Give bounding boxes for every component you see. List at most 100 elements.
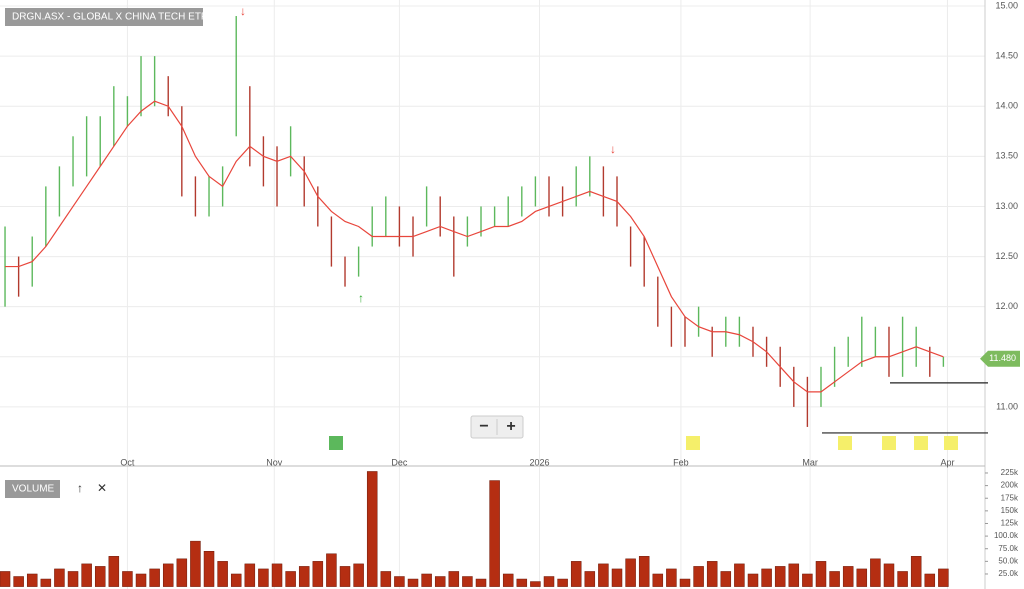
- volume-bar: [910, 556, 922, 587]
- volume-tick-label: 125k: [1001, 519, 1019, 528]
- volume-bar: [285, 571, 296, 587]
- volume-bar: [802, 573, 813, 587]
- volume-bar: [190, 540, 201, 587]
- zoom-in-button[interactable]: +: [506, 418, 515, 435]
- sell-arrow: ↓: [240, 4, 246, 18]
- volume-bar: [421, 573, 432, 587]
- volume-bar: [652, 573, 664, 587]
- volume-bar: [883, 563, 895, 587]
- volume-bar: [67, 571, 79, 587]
- note-marker[interactable]: [914, 436, 928, 450]
- volume-bar: [679, 578, 691, 587]
- volume-title: VOLUME: [12, 484, 55, 495]
- volume-bar: [625, 558, 636, 587]
- volume-bar: [924, 573, 936, 587]
- volume-bar: [203, 551, 215, 587]
- volume-bar: [693, 566, 704, 587]
- volume-badge: [5, 480, 60, 498]
- volume-bar: [312, 561, 324, 587]
- volume-tick-label: 50.0k: [998, 556, 1019, 565]
- volume-bar: [475, 578, 487, 587]
- volume-bar: [353, 563, 364, 587]
- volume-bar: [380, 571, 392, 587]
- x-tick-label: 2026: [529, 457, 549, 467]
- volume-bar: [448, 571, 460, 587]
- last-price-label: 11.480: [989, 353, 1016, 363]
- volume-bar: [516, 578, 528, 587]
- last-price-badge: [980, 350, 1020, 367]
- volume-bar: [26, 573, 38, 587]
- buy-arrow: ↑: [358, 291, 364, 305]
- volume-bar: [40, 578, 52, 587]
- volume-bar: [666, 568, 677, 587]
- volume-tick-label: 150k: [1001, 506, 1019, 515]
- x-tick-label: Apr: [940, 457, 954, 467]
- volume-bar: [162, 563, 174, 587]
- x-tick-label: Oct: [120, 457, 135, 467]
- sell-arrow: ↓: [610, 142, 616, 156]
- volume-bar: [570, 561, 582, 587]
- x-tick-label: Mar: [802, 457, 818, 467]
- x-tick-label: Dec: [391, 457, 408, 467]
- volume-bar: [298, 566, 310, 587]
- volume-bar: [217, 561, 228, 587]
- note-marker[interactable]: [686, 436, 700, 450]
- volume-bar: [638, 556, 650, 587]
- volume-bar: [788, 563, 800, 587]
- x-tick-label: Nov: [266, 457, 283, 467]
- volume-bar: [502, 573, 514, 587]
- chart-title: DRGN.ASX - GLOBAL X CHINA TECH ETF: [12, 12, 207, 23]
- volume-bar: [135, 573, 147, 587]
- volume-bar: [108, 556, 120, 587]
- volume-bar: [54, 568, 65, 587]
- volume-bar: [434, 576, 446, 587]
- volume-bar: [13, 576, 24, 587]
- y-tick-label: 14.00: [995, 101, 1018, 111]
- event-marker[interactable]: [329, 436, 343, 450]
- y-tick-label: 15.00: [995, 0, 1018, 10]
- y-tick-label: 13.00: [995, 201, 1018, 211]
- volume-bar: [815, 561, 827, 587]
- y-tick-label: 14.50: [995, 50, 1018, 60]
- note-marker[interactable]: [882, 436, 896, 450]
- volume-tick-label: 75.0k: [998, 544, 1019, 553]
- zoom-out-button[interactable]: −: [479, 418, 488, 435]
- volume-bar: [394, 576, 405, 587]
- volume-bar: [842, 566, 854, 587]
- volume-bar: [897, 571, 908, 587]
- volume-bar: [149, 568, 160, 587]
- volume-tick-label: 175k: [1001, 493, 1019, 502]
- volume-bar: [761, 568, 772, 587]
- volume-tick-label: 225k: [1001, 468, 1019, 477]
- volume-bar: [543, 576, 555, 587]
- volume-bar: [856, 568, 868, 587]
- volume-bar: [734, 563, 745, 587]
- volume-bar: [774, 566, 786, 587]
- volume-tick-label: 100.0k: [994, 531, 1019, 540]
- y-tick-label: 12.00: [995, 301, 1018, 311]
- volume-tick-label: 200k: [1001, 481, 1019, 490]
- volume-bar: [557, 578, 568, 587]
- y-tick-label: 11.00: [996, 401, 1018, 411]
- note-marker[interactable]: [838, 436, 852, 450]
- volume-bar: [0, 571, 11, 587]
- y-tick-label: 13.50: [995, 151, 1018, 161]
- note-marker[interactable]: [944, 436, 958, 450]
- volume-bar: [122, 571, 133, 587]
- volume-bar: [870, 558, 881, 587]
- volume-bar: [598, 563, 609, 587]
- close-icon[interactable]: ✕: [97, 481, 107, 495]
- volume-bar: [747, 573, 759, 587]
- volume-bar: [366, 471, 378, 587]
- volume-bar: [407, 578, 419, 587]
- volume-bar: [271, 563, 283, 587]
- volume-bar: [244, 563, 256, 587]
- grid: [0, 0, 985, 589]
- volume-bar: [489, 480, 500, 587]
- volume-bar: [230, 573, 242, 587]
- move-up-icon[interactable]: ↑: [77, 481, 83, 495]
- y-tick-label: 12.50: [995, 251, 1018, 261]
